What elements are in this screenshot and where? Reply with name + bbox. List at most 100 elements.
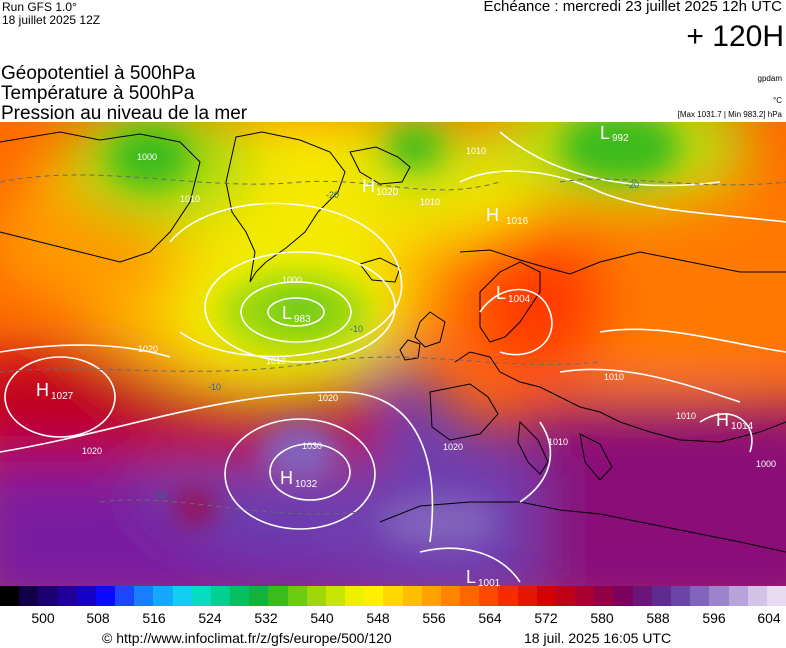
svg-text:1030: 1030 (302, 441, 322, 451)
svg-text:1010: 1010 (266, 356, 286, 366)
color-scale-swatch (766, 586, 786, 606)
isobars (0, 131, 786, 583)
pressure-center-high: H (362, 176, 375, 196)
temperature-labels: -20 -20 -10 -10 -10 (154, 180, 639, 500)
coastlines (0, 131, 786, 553)
color-scale-swatch (76, 586, 96, 606)
scale-tick-label: 596 (702, 610, 726, 626)
color-scale-swatch (536, 586, 556, 606)
svg-text:-10: -10 (208, 382, 221, 392)
generation-timestamp: 18 juil. 2025 16:05 UTC (524, 630, 672, 646)
color-scale-swatch (230, 586, 250, 606)
svg-text:-10: -10 (350, 324, 363, 334)
color-scale-swatch (172, 586, 192, 606)
color-scale-swatch (287, 586, 307, 606)
scale-tick-label: 508 (86, 610, 110, 626)
svg-text:1010: 1010 (604, 372, 624, 382)
pressure-center-low: L (282, 303, 292, 323)
color-scale-swatch (19, 586, 39, 606)
svg-text:1000: 1000 (137, 152, 157, 162)
color-scale-swatch (728, 586, 748, 606)
color-scale-swatch (613, 586, 633, 606)
color-scale-swatch (651, 586, 672, 606)
color-scale-swatch (249, 586, 269, 606)
pressure-center-value: 1001 (478, 578, 501, 586)
pressure-center-value: 992 (612, 133, 629, 144)
color-scale-swatch (440, 586, 461, 606)
color-scale-swatch (747, 586, 767, 606)
svg-text:1010: 1010 (548, 437, 568, 447)
pressure-center-value: 1027 (51, 391, 74, 402)
temperature-isotherms (0, 174, 786, 515)
scale-tick-label: 532 (254, 610, 278, 626)
svg-text:1020: 1020 (443, 442, 463, 452)
pressure-center-high: H (280, 468, 293, 488)
color-scale-swatch (57, 586, 77, 606)
svg-text:1010: 1010 (180, 194, 200, 204)
pressure-center-high: H (36, 380, 49, 400)
scale-tick-label: 500 (31, 610, 55, 626)
color-scale-swatch (498, 586, 518, 606)
pressure-centers: H 1020 H 1016 L 992 L 983 L 1004 H 1027 … (36, 123, 754, 586)
pressure-center-value: 1014 (731, 421, 754, 432)
color-scale-swatch (38, 586, 58, 606)
run-date: 18 juillet 2025 12Z (2, 13, 101, 27)
pressure-center-high: H (716, 410, 729, 430)
scale-tick-label: 524 (198, 610, 222, 626)
color-scale-swatch (191, 586, 211, 606)
color-scale-swatch (460, 586, 480, 606)
run-label: Run GFS 1.0° (2, 0, 77, 14)
color-scale-swatch (306, 586, 326, 606)
svg-text:1010: 1010 (420, 197, 440, 207)
color-scale-swatch (402, 586, 422, 606)
layer-geopotential-title: Géopotentiel à 500hPa (1, 63, 196, 84)
pressure-center-value: 1016 (506, 216, 529, 227)
svg-text:1020: 1020 (138, 344, 158, 354)
svg-text:1000: 1000 (756, 459, 776, 469)
svg-text:-10: -10 (154, 490, 167, 500)
color-scale-swatch (345, 586, 365, 606)
color-scale-swatch (479, 586, 499, 606)
svg-text:1010: 1010 (466, 146, 486, 156)
layer-pressure-title: Pression au niveau de la mer (1, 103, 248, 124)
color-scale-swatch (383, 586, 403, 606)
pressure-min-max: [Max 1031.7 | Min 983.2] hPa (677, 110, 782, 119)
scale-tick-label: 572 (534, 610, 558, 626)
scale-tick-label: 564 (478, 610, 502, 626)
forecast-validity: Echéance : mercredi 23 juillet 2025 12h … (483, 0, 783, 15)
color-scale-swatch (134, 586, 154, 606)
pressure-center-value: 1004 (508, 294, 531, 305)
pressure-center-low: L (466, 567, 476, 586)
scale-tick-label: 540 (310, 610, 334, 626)
pressure-center-low: L (600, 123, 610, 143)
color-scale-swatch (325, 586, 346, 606)
layer-temperature-title: Température à 500hPa (1, 83, 195, 104)
pressure-center-value: 1032 (295, 479, 318, 490)
color-scale-swatch (575, 586, 595, 606)
svg-text:1010: 1010 (676, 411, 696, 421)
geopotential-field (0, 122, 786, 586)
svg-text:-20: -20 (326, 190, 339, 200)
forecast-lead-time: + 120H (686, 20, 784, 53)
scale-tick-label: 516 (142, 610, 166, 626)
color-scale-swatch (364, 586, 384, 606)
geopotential-unit: gpdam (757, 74, 782, 83)
svg-text:-20: -20 (626, 180, 639, 190)
color-scale-swatch (594, 586, 614, 606)
scale-tick-label: 556 (422, 610, 446, 626)
color-scale-swatch (268, 586, 288, 606)
color-scale-swatch (421, 586, 441, 606)
svg-text:1020: 1020 (318, 393, 338, 403)
color-scale-swatch (0, 586, 20, 606)
weather-map: H 1020 H 1016 L 992 L 983 L 1004 H 1027 … (0, 122, 786, 586)
pressure-center-low: L (496, 283, 506, 303)
color-scale-bar (0, 586, 786, 606)
temperature-unit: °C (773, 96, 782, 105)
svg-text:1020: 1020 (82, 446, 102, 456)
scale-tick-label: 588 (646, 610, 670, 626)
scale-tick-label: 604 (757, 610, 781, 626)
svg-text:1000: 1000 (282, 275, 302, 285)
pressure-center-value: 1020 (376, 187, 399, 198)
pressure-center-value: 983 (294, 314, 311, 325)
color-scale-swatch (555, 586, 576, 606)
